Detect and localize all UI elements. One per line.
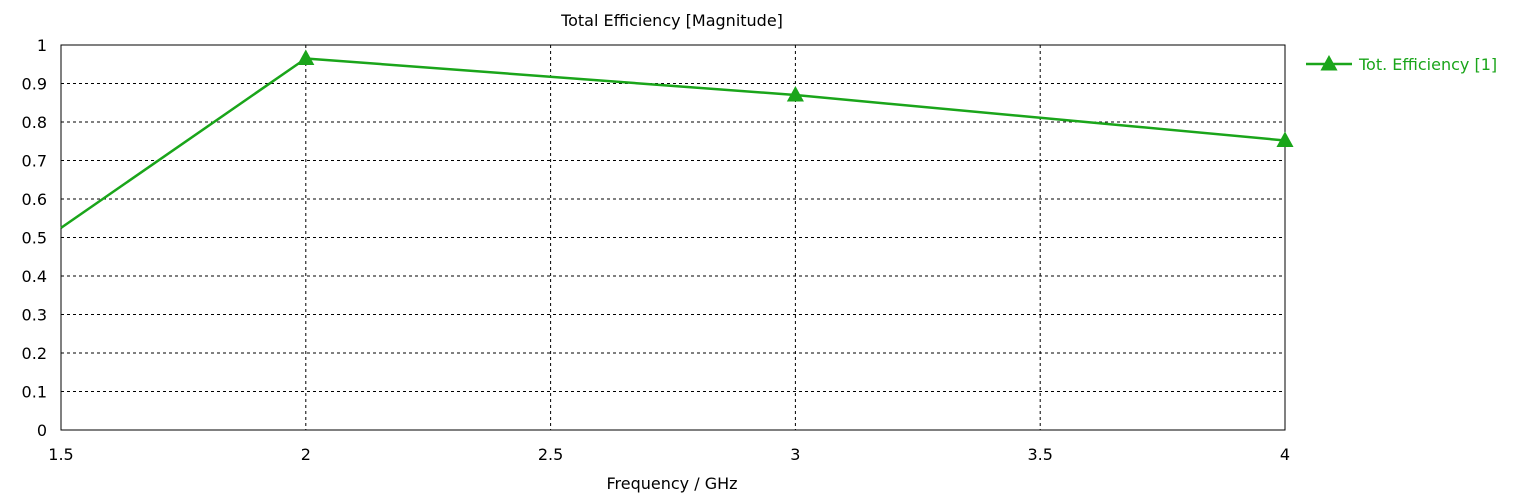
data-point-marker (1276, 131, 1294, 147)
series-tot-efficiency (60, 49, 1294, 229)
y-tick-label: 0.1 (22, 383, 47, 402)
legend-label: Tot. Efficiency [1] (1358, 55, 1497, 74)
gridlines (61, 45, 1285, 430)
y-tick-label: 1 (37, 36, 47, 55)
x-tick-label: 2 (301, 445, 311, 464)
y-tick-label: 0.9 (22, 75, 47, 94)
x-tick-label: 4 (1280, 445, 1290, 464)
series-layer (60, 49, 1294, 229)
data-point-marker (786, 86, 804, 102)
y-tick-label: 0 (37, 421, 47, 440)
x-tick-label: 3.5 (1027, 445, 1052, 464)
x-axis-ticks: 1.5 2 2.5 3 3.5 4 (48, 445, 1290, 464)
y-axis-ticks: 0 0.1 0.2 0.3 0.4 0.5 0.6 0.7 0.8 0.9 1 (22, 36, 47, 440)
legend-marker (1320, 54, 1338, 71)
y-tick-label: 0.6 (22, 190, 47, 209)
x-tick-label: 2.5 (538, 445, 563, 464)
series-line (60, 57, 1286, 229)
y-tick-label: 0.3 (22, 306, 47, 325)
x-tick-label: 1.5 (48, 445, 73, 464)
y-tick-label: 0.2 (22, 344, 47, 363)
x-tick-label: 3 (790, 445, 800, 464)
y-tick-label: 0.7 (22, 152, 47, 171)
y-tick-label: 0.4 (22, 267, 47, 286)
x-axis-title: Frequency / GHz (606, 474, 737, 493)
data-point-marker (297, 49, 315, 65)
legend: Tot. Efficiency [1] (1306, 54, 1497, 74)
y-tick-label: 0.5 (22, 229, 47, 248)
y-tick-label: 0.8 (22, 113, 47, 132)
chart-title: Total Efficiency [Magnitude] (560, 11, 783, 30)
